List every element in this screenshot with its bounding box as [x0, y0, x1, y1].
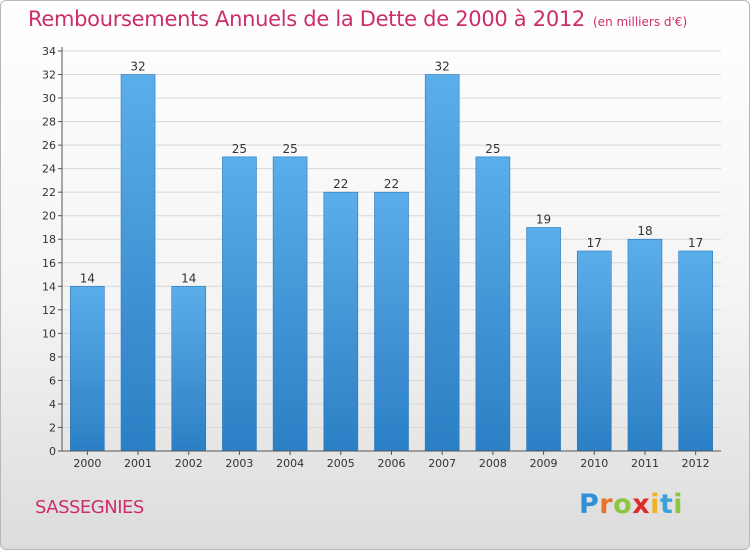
- data-label-2004: 25: [282, 142, 297, 156]
- y-tick-label: 6: [49, 374, 56, 387]
- y-tick-label: 32: [42, 69, 56, 82]
- y-tick-label: 34: [42, 45, 56, 58]
- x-tick-label-2006: 2006: [378, 457, 406, 470]
- x-tick-label-2008: 2008: [479, 457, 507, 470]
- bar-2002: [171, 285, 207, 452]
- bar-2003: [222, 156, 257, 452]
- bar-2004: [272, 156, 308, 452]
- y-tick-label: 24: [42, 163, 56, 176]
- data-label-2009: 19: [536, 212, 551, 226]
- y-tick-label: 0: [49, 445, 56, 458]
- y-tick-label: 8: [49, 351, 56, 364]
- bar-2006: [374, 191, 409, 452]
- y-tick-label: 28: [42, 116, 56, 129]
- data-label-2008: 25: [485, 142, 500, 156]
- data-label-2006: 22: [384, 177, 399, 191]
- proxiti-logo: Proxiti: [579, 489, 683, 520]
- data-label-2005: 22: [333, 177, 348, 191]
- x-tick-label-2007: 2007: [428, 457, 456, 470]
- data-label-2001: 32: [130, 60, 145, 74]
- logo-letter: o: [613, 489, 633, 520]
- data-label-2003: 25: [232, 142, 247, 156]
- logo-letter: x: [632, 489, 651, 520]
- commune-name: SASSEGNIES: [35, 497, 144, 518]
- data-label-2010: 17: [587, 236, 602, 250]
- logo-letter: t: [659, 489, 674, 520]
- data-label-2000: 14: [80, 271, 95, 285]
- y-tick-label: 22: [42, 186, 56, 199]
- x-tick-label-2002: 2002: [175, 457, 203, 470]
- logo-letter: r: [599, 489, 614, 520]
- y-tick-label: 16: [42, 257, 56, 270]
- bar-2011: [627, 238, 663, 452]
- bar-2008: [475, 156, 511, 452]
- y-tick-label: 20: [42, 210, 56, 223]
- x-tick-label-2012: 2012: [682, 457, 710, 470]
- y-tick-label: 4: [49, 398, 56, 411]
- y-tick-label: 10: [42, 327, 56, 340]
- chart-title-text: Remboursements Annuels de la Dette de 20…: [28, 7, 585, 31]
- x-tick-label-2003: 2003: [225, 457, 253, 470]
- bar-2007: [424, 74, 460, 452]
- y-tick-label: 18: [42, 233, 56, 246]
- bar-2010: [576, 250, 612, 452]
- x-tick-label-2010: 2010: [580, 457, 608, 470]
- data-label-2011: 18: [637, 224, 652, 238]
- y-tick-label: 14: [42, 280, 56, 293]
- bars: [70, 74, 713, 452]
- x-tick-label-2004: 2004: [276, 457, 304, 470]
- data-label-2002: 14: [181, 271, 196, 285]
- y-tick-label: 26: [42, 139, 56, 152]
- chart-title: Remboursements Annuels de la Dette de 20…: [28, 7, 687, 31]
- bar-2012: [678, 250, 713, 452]
- bar-2009: [526, 227, 561, 452]
- chart-title-unit: (en milliers d'€): [593, 15, 688, 29]
- x-tick-label-2000: 2000: [73, 457, 101, 470]
- bar-2001: [120, 74, 156, 452]
- logo-letter: i: [650, 489, 660, 520]
- y-tick-label: 2: [49, 421, 56, 434]
- x-tick-label-2001: 2001: [124, 457, 152, 470]
- bar-2005: [323, 191, 359, 452]
- y-tick-label: 12: [42, 304, 56, 317]
- x-tick-label-2005: 2005: [327, 457, 355, 470]
- logo-letter: P: [579, 489, 600, 520]
- x-tick-label-2011: 2011: [631, 457, 659, 470]
- x-tick-label-2009: 2009: [530, 457, 558, 470]
- data-label-2012: 17: [688, 236, 703, 250]
- bar-2000: [70, 285, 105, 452]
- data-label-2007: 32: [435, 60, 450, 74]
- logo-letter: i: [673, 489, 684, 520]
- y-tick-label: 30: [42, 92, 56, 105]
- data-labels: 14 32 14 25 25 22 22 32 25 19 17 18 17: [80, 60, 704, 286]
